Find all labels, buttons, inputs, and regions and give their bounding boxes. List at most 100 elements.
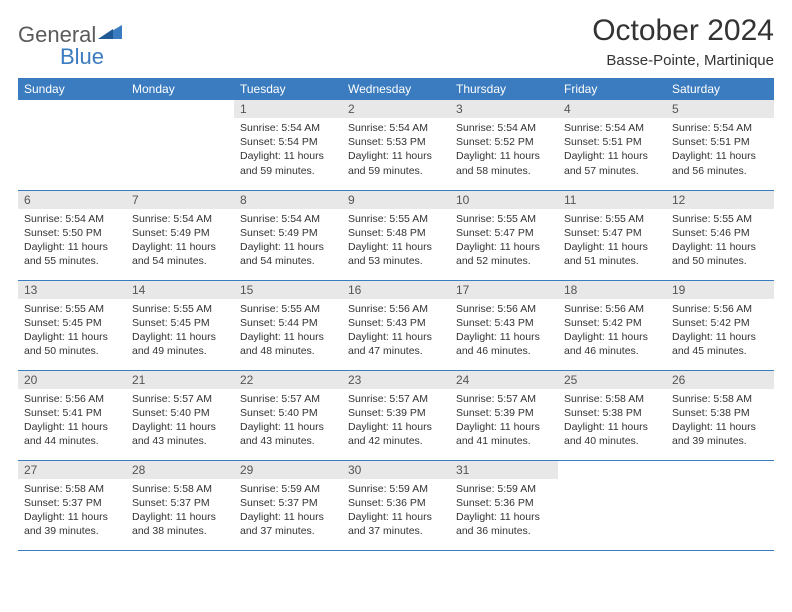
day-number: 19: [666, 281, 774, 299]
sunset-line: Sunset: 5:47 PM: [564, 226, 660, 240]
day-number: 1: [234, 100, 342, 118]
sunset-line: Sunset: 5:46 PM: [672, 226, 768, 240]
day-number: 30: [342, 461, 450, 479]
sunrise-line: Sunrise: 5:54 AM: [348, 121, 444, 135]
calendar-day-cell: 13Sunrise: 5:55 AMSunset: 5:45 PMDayligh…: [18, 280, 126, 370]
day-content: Sunrise: 5:55 AMSunset: 5:44 PMDaylight:…: [234, 299, 342, 365]
day-content: Sunrise: 5:55 AMSunset: 5:47 PMDaylight:…: [558, 209, 666, 275]
day-content: Sunrise: 5:58 AMSunset: 5:37 PMDaylight:…: [126, 479, 234, 545]
calendar-week-row: 6Sunrise: 5:54 AMSunset: 5:50 PMDaylight…: [18, 190, 774, 280]
day-content: Sunrise: 5:54 AMSunset: 5:51 PMDaylight:…: [666, 118, 774, 184]
calendar-day-cell: 5Sunrise: 5:54 AMSunset: 5:51 PMDaylight…: [666, 100, 774, 190]
day-number: 4: [558, 100, 666, 118]
day-content: Sunrise: 5:57 AMSunset: 5:39 PMDaylight:…: [342, 389, 450, 455]
daylight-line: Daylight: 11 hours and 57 minutes.: [564, 149, 660, 177]
calendar-day-cell: 9Sunrise: 5:55 AMSunset: 5:48 PMDaylight…: [342, 190, 450, 280]
sunrise-line: Sunrise: 5:54 AM: [24, 212, 120, 226]
day-number: 17: [450, 281, 558, 299]
calendar-day-cell: 21Sunrise: 5:57 AMSunset: 5:40 PMDayligh…: [126, 370, 234, 460]
day-number: 13: [18, 281, 126, 299]
sunset-line: Sunset: 5:36 PM: [456, 496, 552, 510]
calendar-empty-cell: [558, 460, 666, 550]
daylight-line: Daylight: 11 hours and 55 minutes.: [24, 240, 120, 268]
sunrise-line: Sunrise: 5:58 AM: [24, 482, 120, 496]
sunrise-line: Sunrise: 5:56 AM: [564, 302, 660, 316]
sunset-line: Sunset: 5:52 PM: [456, 135, 552, 149]
location: Basse-Pointe, Martinique: [592, 52, 774, 69]
sunset-line: Sunset: 5:40 PM: [132, 406, 228, 420]
day-number: 11: [558, 191, 666, 209]
weekday-header: Saturday: [666, 78, 774, 100]
day-number: 7: [126, 191, 234, 209]
calendar-day-cell: 4Sunrise: 5:54 AMSunset: 5:51 PMDaylight…: [558, 100, 666, 190]
logo-triangle-icon: [98, 25, 122, 44]
daylight-line: Daylight: 11 hours and 37 minutes.: [348, 510, 444, 538]
calendar-day-cell: 2Sunrise: 5:54 AMSunset: 5:53 PMDaylight…: [342, 100, 450, 190]
daylight-line: Daylight: 11 hours and 52 minutes.: [456, 240, 552, 268]
sunrise-line: Sunrise: 5:55 AM: [564, 212, 660, 226]
sunrise-line: Sunrise: 5:58 AM: [564, 392, 660, 406]
daylight-line: Daylight: 11 hours and 43 minutes.: [240, 420, 336, 448]
daylight-line: Daylight: 11 hours and 46 minutes.: [456, 330, 552, 358]
day-number: 6: [18, 191, 126, 209]
day-number: 22: [234, 371, 342, 389]
logo: GeneralBlue: [18, 14, 122, 70]
daylight-line: Daylight: 11 hours and 37 minutes.: [240, 510, 336, 538]
calendar-day-cell: 7Sunrise: 5:54 AMSunset: 5:49 PMDaylight…: [126, 190, 234, 280]
sunrise-line: Sunrise: 5:57 AM: [456, 392, 552, 406]
day-content: Sunrise: 5:58 AMSunset: 5:38 PMDaylight:…: [558, 389, 666, 455]
sunrise-line: Sunrise: 5:57 AM: [132, 392, 228, 406]
calendar-week-row: 13Sunrise: 5:55 AMSunset: 5:45 PMDayligh…: [18, 280, 774, 370]
calendar-week-row: 20Sunrise: 5:56 AMSunset: 5:41 PMDayligh…: [18, 370, 774, 460]
daylight-line: Daylight: 11 hours and 36 minutes.: [456, 510, 552, 538]
daylight-line: Daylight: 11 hours and 53 minutes.: [348, 240, 444, 268]
day-number: 8: [234, 191, 342, 209]
sunset-line: Sunset: 5:38 PM: [564, 406, 660, 420]
weekday-header: Wednesday: [342, 78, 450, 100]
sunset-line: Sunset: 5:43 PM: [456, 316, 552, 330]
calendar-day-cell: 23Sunrise: 5:57 AMSunset: 5:39 PMDayligh…: [342, 370, 450, 460]
daylight-line: Daylight: 11 hours and 50 minutes.: [672, 240, 768, 268]
sunrise-line: Sunrise: 5:58 AM: [132, 482, 228, 496]
daylight-line: Daylight: 11 hours and 44 minutes.: [24, 420, 120, 448]
sunrise-line: Sunrise: 5:57 AM: [348, 392, 444, 406]
sunset-line: Sunset: 5:37 PM: [240, 496, 336, 510]
day-number: 18: [558, 281, 666, 299]
daylight-line: Daylight: 11 hours and 46 minutes.: [564, 330, 660, 358]
day-number: 14: [126, 281, 234, 299]
sunrise-line: Sunrise: 5:54 AM: [672, 121, 768, 135]
sunset-line: Sunset: 5:39 PM: [348, 406, 444, 420]
calendar-day-cell: 19Sunrise: 5:56 AMSunset: 5:42 PMDayligh…: [666, 280, 774, 370]
weekday-header: Monday: [126, 78, 234, 100]
sunrise-line: Sunrise: 5:56 AM: [456, 302, 552, 316]
day-content: Sunrise: 5:57 AMSunset: 5:40 PMDaylight:…: [126, 389, 234, 455]
calendar-day-cell: 14Sunrise: 5:55 AMSunset: 5:45 PMDayligh…: [126, 280, 234, 370]
day-number: 26: [666, 371, 774, 389]
calendar-empty-cell: [666, 460, 774, 550]
day-content: Sunrise: 5:56 AMSunset: 5:43 PMDaylight:…: [450, 299, 558, 365]
sunset-line: Sunset: 5:40 PM: [240, 406, 336, 420]
sunset-line: Sunset: 5:43 PM: [348, 316, 444, 330]
daylight-line: Daylight: 11 hours and 58 minutes.: [456, 149, 552, 177]
calendar-day-cell: 27Sunrise: 5:58 AMSunset: 5:37 PMDayligh…: [18, 460, 126, 550]
weekday-header: Thursday: [450, 78, 558, 100]
sunrise-line: Sunrise: 5:59 AM: [240, 482, 336, 496]
calendar-day-cell: 6Sunrise: 5:54 AMSunset: 5:50 PMDaylight…: [18, 190, 126, 280]
calendar-day-cell: 16Sunrise: 5:56 AMSunset: 5:43 PMDayligh…: [342, 280, 450, 370]
sunset-line: Sunset: 5:42 PM: [564, 316, 660, 330]
day-content: Sunrise: 5:58 AMSunset: 5:37 PMDaylight:…: [18, 479, 126, 545]
calendar-day-cell: 15Sunrise: 5:55 AMSunset: 5:44 PMDayligh…: [234, 280, 342, 370]
calendar-day-cell: 29Sunrise: 5:59 AMSunset: 5:37 PMDayligh…: [234, 460, 342, 550]
sunset-line: Sunset: 5:45 PM: [24, 316, 120, 330]
daylight-line: Daylight: 11 hours and 43 minutes.: [132, 420, 228, 448]
day-number: 9: [342, 191, 450, 209]
calendar-week-row: 27Sunrise: 5:58 AMSunset: 5:37 PMDayligh…: [18, 460, 774, 550]
calendar-day-cell: 12Sunrise: 5:55 AMSunset: 5:46 PMDayligh…: [666, 190, 774, 280]
sunrise-line: Sunrise: 5:54 AM: [240, 121, 336, 135]
day-number: 31: [450, 461, 558, 479]
calendar-day-cell: 10Sunrise: 5:55 AMSunset: 5:47 PMDayligh…: [450, 190, 558, 280]
calendar-day-cell: 17Sunrise: 5:56 AMSunset: 5:43 PMDayligh…: [450, 280, 558, 370]
sunrise-line: Sunrise: 5:55 AM: [132, 302, 228, 316]
day-content: Sunrise: 5:55 AMSunset: 5:45 PMDaylight:…: [18, 299, 126, 365]
day-content: Sunrise: 5:55 AMSunset: 5:48 PMDaylight:…: [342, 209, 450, 275]
